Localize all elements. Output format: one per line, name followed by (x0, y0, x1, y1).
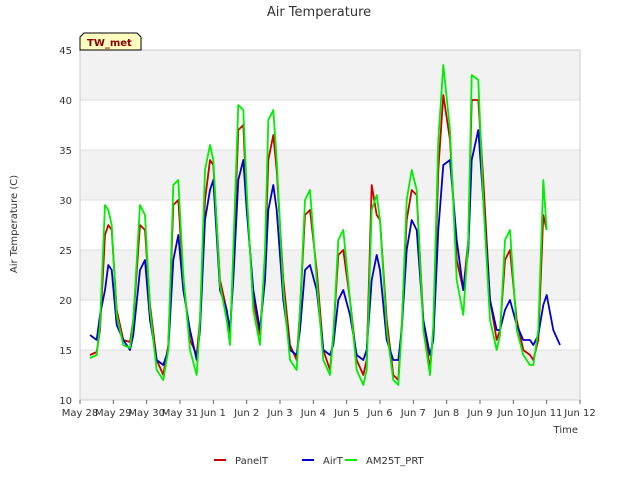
x-tick-label: Jun 2 (233, 408, 259, 419)
x-tick-label: May 30 (128, 408, 165, 419)
series-line-am25t-prt (89, 64, 548, 386)
x-tick-label: Jun 7 (400, 408, 426, 419)
y-tick-label: 20 (59, 296, 72, 307)
chart-title: Air Temperature (267, 5, 371, 20)
legend-label: AirT (323, 456, 344, 467)
x-tick-label: Jun 6 (366, 408, 392, 419)
site-badge-label: TW_met (87, 38, 132, 49)
x-tick-label: Jun 8 (433, 408, 459, 419)
legend-label: AM25T_PRT (366, 456, 425, 467)
background-band (80, 100, 580, 150)
legend-label: PanelT (235, 456, 269, 467)
background-band (80, 50, 580, 100)
y-tick-label: 10 (59, 396, 72, 407)
x-tick-label: May 31 (162, 408, 199, 419)
background-bands (80, 50, 580, 400)
x-tick-label: Jun 11 (530, 408, 563, 419)
x-tick-label: Jun 4 (300, 408, 326, 419)
x-tick-label: Jun 9 (466, 408, 492, 419)
y-tick-label: 40 (59, 96, 72, 107)
x-axis-title: Time (553, 425, 578, 436)
x-tick-label: May 28 (62, 408, 99, 419)
background-band (80, 150, 580, 200)
plot-area (79, 49, 581, 401)
x-tick-label: Jun 5 (333, 408, 359, 419)
y-tick-label: 25 (59, 246, 72, 257)
background-band (80, 200, 580, 250)
site-badge: TW_met (79, 32, 142, 51)
y-tick-label: 15 (59, 346, 72, 357)
x-tick-label: Jun 1 (200, 408, 226, 419)
background-band (80, 250, 580, 300)
legend: PanelT AirT AM25T_PRT (214, 456, 425, 467)
x-tick-label: May 29 (95, 408, 132, 419)
background-band (80, 300, 580, 350)
x-tick-label: Jun 3 (266, 408, 292, 419)
series-lines (89, 64, 561, 386)
y-tick-label: 45 (59, 46, 72, 57)
y-tick-label: 30 (59, 196, 72, 207)
y-tick-label: 35 (59, 146, 72, 157)
y-axis-title: Air Temperature (C) (9, 175, 20, 273)
x-tick-label: Jun 10 (497, 408, 530, 419)
x-tick-label: Jun 12 (563, 408, 596, 419)
y-axis-ticks: 10 15 20 25 30 35 40 45 (59, 46, 72, 407)
